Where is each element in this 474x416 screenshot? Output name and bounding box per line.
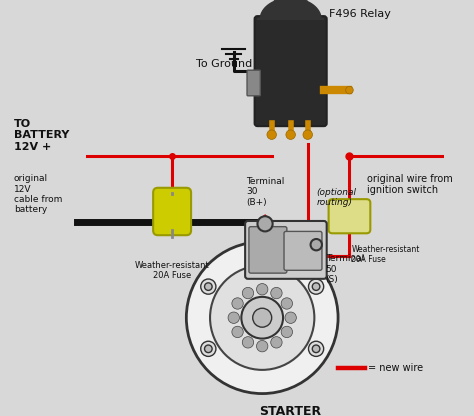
Circle shape	[257, 216, 273, 231]
FancyBboxPatch shape	[153, 188, 191, 235]
Circle shape	[309, 279, 324, 294]
Circle shape	[228, 312, 239, 323]
FancyBboxPatch shape	[245, 221, 327, 279]
Circle shape	[271, 287, 282, 299]
Circle shape	[256, 340, 268, 352]
Text: Terminal
30
(B+): Terminal 30 (B+)	[246, 177, 284, 207]
Text: original
12V
cable from
battery: original 12V cable from battery	[14, 174, 62, 214]
Circle shape	[241, 297, 283, 339]
Text: = new wire: = new wire	[368, 363, 424, 373]
Circle shape	[253, 308, 272, 327]
Text: TO
BATTERY
12V +: TO BATTERY 12V +	[14, 119, 69, 152]
Text: F496 Relay: F496 Relay	[328, 10, 391, 20]
FancyBboxPatch shape	[328, 199, 370, 233]
Circle shape	[242, 287, 254, 299]
Circle shape	[186, 242, 338, 394]
Circle shape	[232, 298, 243, 309]
Circle shape	[346, 86, 353, 94]
Text: (optional
routing): (optional routing)	[316, 188, 356, 207]
Circle shape	[312, 283, 320, 290]
Polygon shape	[257, 0, 324, 19]
FancyBboxPatch shape	[274, 0, 307, 5]
Circle shape	[232, 326, 243, 338]
Text: Terminal
50
(S): Terminal 50 (S)	[326, 254, 364, 284]
Circle shape	[281, 326, 292, 338]
Circle shape	[267, 130, 276, 139]
Circle shape	[201, 341, 216, 357]
Circle shape	[242, 337, 254, 348]
Circle shape	[309, 341, 324, 357]
FancyBboxPatch shape	[247, 70, 260, 96]
Circle shape	[271, 337, 282, 348]
Circle shape	[312, 345, 320, 353]
Text: To Ground: To Ground	[196, 59, 252, 69]
Text: Weather-resistant
20A Fuse: Weather-resistant 20A Fuse	[135, 261, 210, 280]
Circle shape	[286, 130, 295, 139]
Text: original wire from
ignition switch: original wire from ignition switch	[366, 173, 452, 195]
Circle shape	[285, 312, 296, 323]
Circle shape	[303, 130, 312, 139]
Text: Weather-resistant
20A Fuse: Weather-resistant 20A Fuse	[351, 245, 420, 264]
Circle shape	[205, 283, 212, 290]
Circle shape	[256, 284, 268, 295]
FancyBboxPatch shape	[284, 231, 322, 270]
Circle shape	[205, 345, 212, 353]
FancyBboxPatch shape	[249, 227, 287, 273]
FancyBboxPatch shape	[255, 16, 327, 126]
Circle shape	[310, 239, 322, 250]
Text: STARTER: STARTER	[260, 405, 322, 416]
Circle shape	[201, 279, 216, 294]
Circle shape	[210, 265, 314, 370]
Circle shape	[281, 298, 292, 309]
